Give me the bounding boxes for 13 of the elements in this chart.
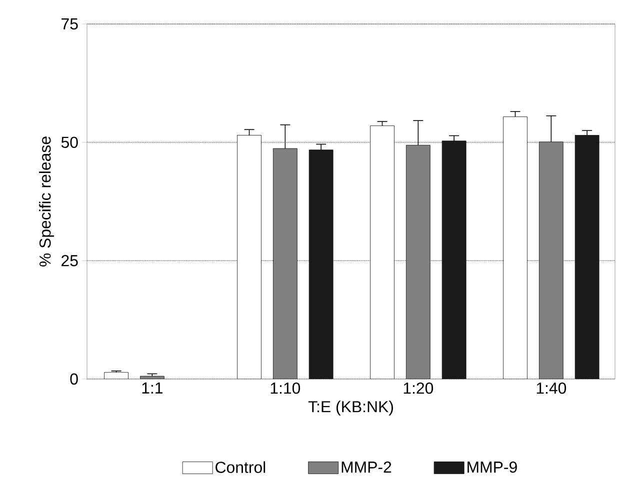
x-tick-label: 1:10 [270,382,300,394]
x-tick-label: 1:20 [404,382,434,394]
x-axis-title: T:E (KB:NK) [308,400,393,416]
y-axis-title: % Specific release [39,136,54,266]
legend-label: MMP-2 [342,461,392,473]
y-tick-label: 0 [70,373,78,385]
y-tick-label: 50 [61,136,78,148]
y-tick-label: 25 [62,255,78,266]
legend-label: MMP-9 [468,461,517,473]
legend-label: Control [216,461,266,473]
x-tick-label: 1:40 [536,382,566,394]
y-tick-label: 75 [62,18,78,30]
x-tick-label: 1:1 [142,382,162,394]
